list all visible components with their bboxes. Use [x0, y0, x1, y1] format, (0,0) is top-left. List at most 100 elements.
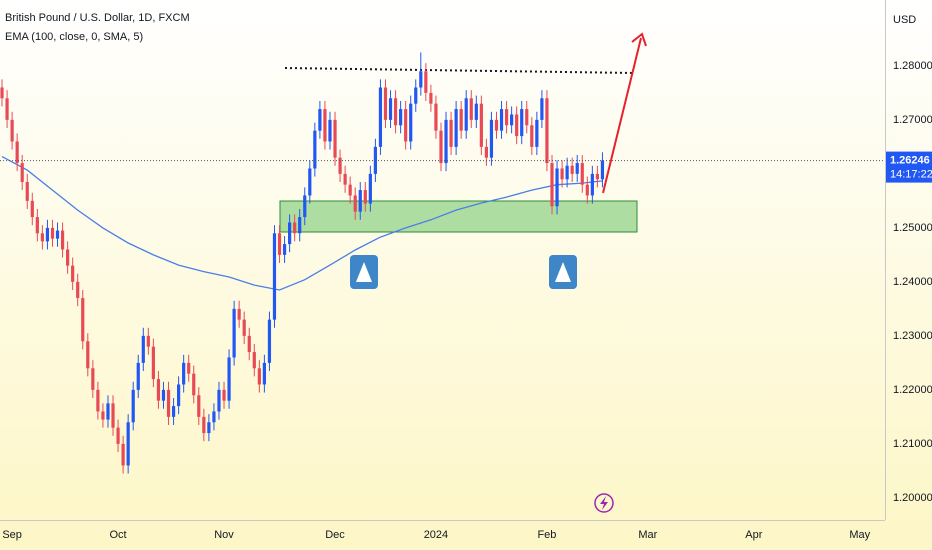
candle-body [525, 109, 529, 126]
candle-body [363, 190, 367, 204]
candle-body [60, 230, 65, 250]
candle-body [469, 98, 473, 120]
candle-body [515, 114, 519, 137]
candle-body [409, 103, 413, 142]
candle-body [348, 184, 352, 196]
candle-body [106, 403, 110, 420]
candle-body [293, 222, 297, 234]
up-arrow-icon [350, 255, 378, 289]
candle-body [166, 389, 171, 417]
candle-body [177, 384, 181, 407]
candle-body [272, 233, 277, 320]
candle-body [555, 168, 559, 207]
candle-body [504, 109, 509, 126]
candle-body [368, 173, 372, 204]
candle-body [5, 98, 9, 120]
candle-body [111, 403, 115, 428]
candle-body [131, 389, 135, 423]
x-tick-label: 2024 [424, 529, 448, 541]
candle-body [86, 341, 90, 369]
candle-body [535, 119, 539, 147]
candle-body [530, 125, 534, 147]
candle-body [550, 163, 554, 207]
candle-body [520, 109, 524, 137]
candle-body [338, 157, 342, 174]
candle-body [40, 233, 44, 242]
candle-body [540, 98, 544, 120]
candle-body [252, 352, 256, 369]
candle-body [171, 406, 176, 417]
candle-body [212, 411, 216, 423]
candle-body [484, 146, 488, 158]
x-tick-label: Dec [325, 529, 345, 541]
candle-body [262, 362, 266, 385]
candle-body [474, 103, 478, 120]
candle-body [35, 217, 39, 234]
candle-body [545, 98, 549, 164]
candle-body [560, 168, 564, 180]
candle-body [121, 443, 125, 466]
candle-body [404, 109, 408, 142]
forecast-arrow [602, 32, 647, 194]
candle-body [383, 87, 388, 120]
candle-body [399, 109, 403, 126]
candle-body [45, 227, 50, 242]
candle-body [459, 109, 463, 131]
candle-body [419, 71, 423, 88]
ema-line [1, 156, 603, 291]
candle-body [227, 357, 231, 401]
y-tick-label: 1.22000 [893, 384, 932, 396]
candle-body [232, 308, 236, 358]
candle-body [222, 389, 226, 401]
candle-body [424, 71, 428, 93]
resistance-line [284, 67, 636, 74]
candle-body [20, 163, 24, 182]
candle-body [328, 119, 332, 142]
candle-body [15, 141, 19, 164]
y-tick-label: 1.24000 [893, 276, 932, 288]
candle-body [439, 130, 443, 164]
candle-body [96, 389, 100, 412]
y-tick-label: 1.20000 [893, 492, 932, 504]
candle-body [494, 119, 499, 131]
candle-body [313, 130, 317, 169]
candle-body [454, 109, 458, 147]
candle-body [499, 109, 504, 131]
x-tick-label: Feb [537, 529, 556, 541]
candle-body [333, 119, 337, 158]
x-tick-label: May [849, 529, 870, 541]
candle-body [10, 119, 14, 142]
x-tick-label: Nov [214, 529, 234, 541]
candle-body [288, 222, 292, 245]
candle-body [434, 103, 438, 131]
candle-body [76, 281, 80, 299]
candle-body [298, 217, 302, 234]
candle-body [151, 346, 155, 380]
candle-body [66, 249, 70, 266]
candle-body [247, 335, 251, 353]
candle-body [237, 308, 241, 320]
candle-body [116, 427, 120, 444]
candle-body [318, 109, 322, 131]
countdown-label: 14:17:22 [890, 168, 932, 180]
candle-body [323, 109, 327, 142]
candle-body [91, 368, 95, 390]
candle-body [303, 195, 307, 218]
candle-body [25, 181, 29, 201]
candle-body [267, 319, 272, 363]
candle-body [308, 168, 312, 196]
last-price-label: 1.26246 [890, 154, 930, 166]
candle-body [449, 119, 453, 147]
candle-body [343, 173, 347, 185]
candle-body [50, 227, 55, 239]
x-tick-label: Oct [110, 529, 127, 541]
candles [0, 52, 605, 474]
last-price-box [886, 151, 932, 183]
candle-body [388, 98, 393, 120]
candle-body [600, 160, 605, 180]
candle-body [464, 98, 468, 131]
candle-body [71, 265, 75, 282]
candle-body [202, 416, 206, 434]
candle-body [353, 195, 357, 212]
candle-body [207, 422, 211, 434]
